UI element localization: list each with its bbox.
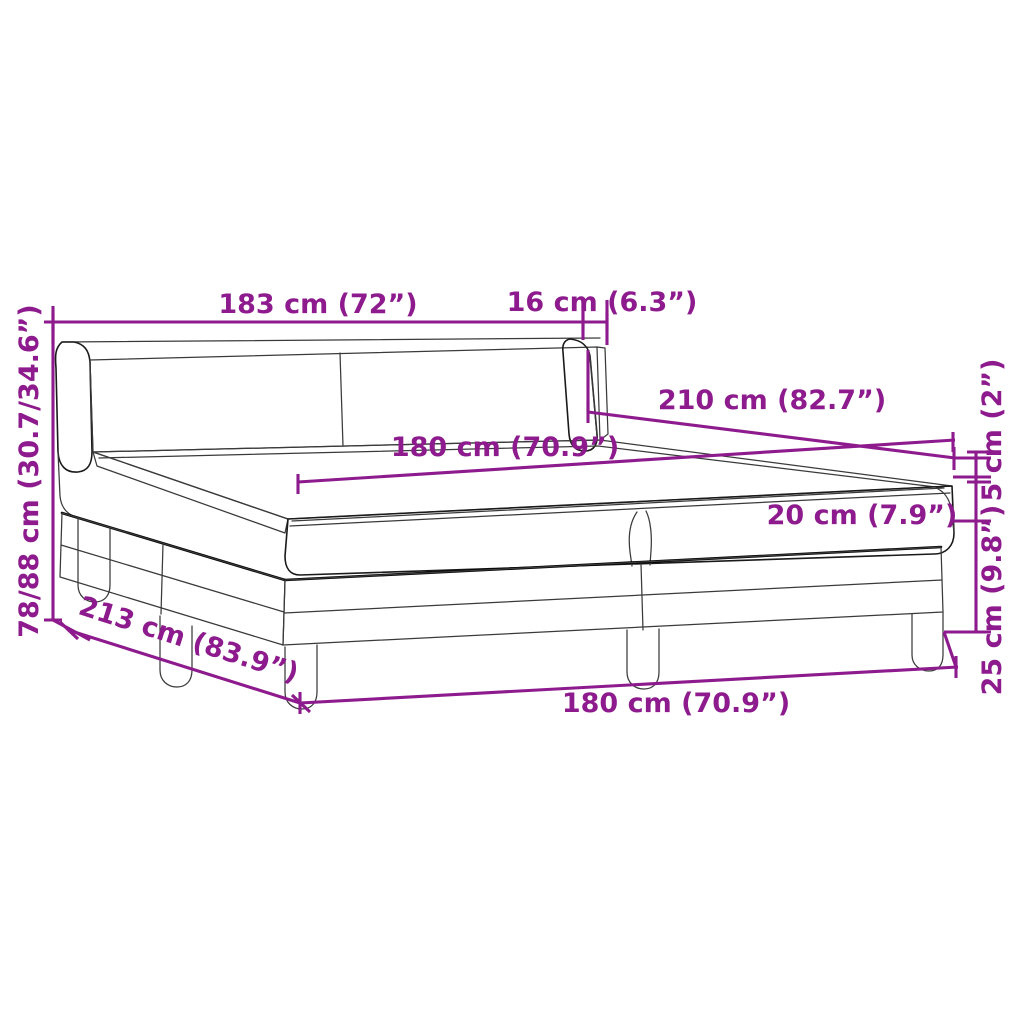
dim-headboard-width-label: 183 cm (72”) <box>218 289 417 320</box>
base-box <box>59 511 944 646</box>
base-left-divider <box>160 543 164 615</box>
dim-total-height: 78/88 cm (30.7/34.6”) <box>14 304 91 642</box>
mattress-left-face <box>92 451 289 534</box>
headboard-left-roll <box>54 341 93 473</box>
base-left-seam <box>60 544 285 613</box>
mattress <box>92 439 955 576</box>
dim-topper-thickness-label: 5 cm (2”) <box>977 359 1008 502</box>
dim-mattress-length: 210 cm (82.7”) <box>586 350 956 470</box>
mattress-front-piping <box>289 492 951 527</box>
mattress-top-piping <box>98 445 945 522</box>
dim-bed-front-width: 180 cm (70.9”) <box>298 631 959 719</box>
base-front-seam <box>283 579 943 614</box>
dim-mattress-thickness-label: 20 cm (7.9”) <box>767 500 958 531</box>
bed-legs <box>77 517 944 710</box>
leg-front-mid <box>626 628 660 690</box>
leg-back-left <box>77 517 111 603</box>
dim-headboard-side-depth-label: 16 cm (6.3”) <box>507 287 698 318</box>
dim-headboard-side-depth: 16 cm (6.3”) <box>507 287 698 345</box>
dim-bed-front-width-label: 180 cm (70.9”) <box>562 688 790 719</box>
leg-mid-left <box>159 615 193 688</box>
headboard-skirt-left <box>57 451 81 519</box>
dim-topper-thickness: 5 cm (2”) <box>953 359 1008 502</box>
leg-front-right <box>911 611 944 672</box>
mattress-center-seam <box>628 511 638 567</box>
dim-mattress-width-label: 180 cm (70.9”) <box>391 432 619 463</box>
dim-base-height: 25 cm (9.8”) <box>944 482 1008 695</box>
headboard-right-fold <box>589 355 598 437</box>
headboard-right-roll <box>562 338 598 452</box>
dim-mattress-thickness: 20 cm (7.9”) <box>767 500 958 531</box>
dim-headboard-width: 183 cm (72”) <box>51 289 585 344</box>
dim-total-height-label: 78/88 cm (30.7/34.6”) <box>14 304 45 637</box>
dim-mattress-width: 180 cm (70.9”) <box>296 432 956 494</box>
mattress-center-seam-2 <box>645 510 652 566</box>
bed-illustration <box>54 337 955 710</box>
mattress-front-face <box>284 485 955 576</box>
dim-base-height-label: 25 cm (9.8”) <box>977 505 1008 696</box>
dim-mattress-length-label: 210 cm (82.7”) <box>658 385 886 416</box>
headboard-top-edge <box>61 337 601 343</box>
mattress-right-corner-roll <box>937 488 955 534</box>
headboard-right-return <box>596 346 609 441</box>
headboard <box>54 337 609 519</box>
headboard-seam <box>339 352 344 447</box>
base-front-divider <box>640 563 644 631</box>
